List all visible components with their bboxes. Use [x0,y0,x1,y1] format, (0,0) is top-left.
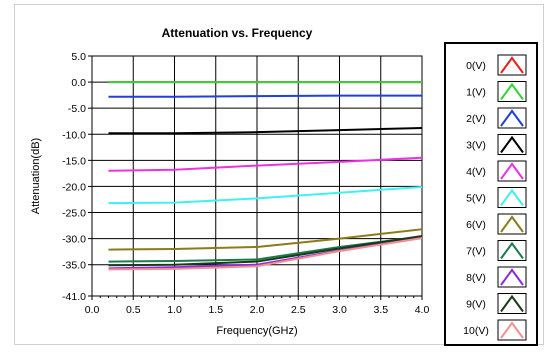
y-tick-label: -5.0 [68,103,86,115]
legend-swatch-box [497,266,527,288]
legend-label: 0(V) [466,60,486,72]
legend-label: 5(V) [466,193,486,205]
y-tick-label: -25.0 [62,208,86,220]
series-group [108,81,423,271]
legend-swatch-line [500,241,524,260]
legend-label: 2(V) [466,113,486,125]
legend-swatch-line [500,268,524,286]
series-line-9v [108,235,423,267]
legend-swatch-box [497,187,527,208]
legend-label: 4(V) [466,166,486,178]
x-axis-label: Frequency(GHz) [216,325,297,337]
y-tick-label: -41.0 [62,291,86,303]
attenuation-chart: Attenuation vs. Frequency 0.0 0.5 1.0 1.5 2.… [30,26,538,346]
y-tick-label: -10.0 [62,129,86,141]
y-tick-label: -15.0 [62,155,86,167]
legend-swatch-box [497,107,527,129]
legend-swatch-box [497,240,527,261]
legend-swatch-box [497,319,527,341]
legend-swatch-line [500,321,524,339]
y-axis-ticks: 5.0 0.0 -5.0 -10.0 -15.0 -20.0 -25.0 -30.0 -35.0… [62,51,92,303]
grid-lines [92,56,422,296]
legend-label: 9(V) [466,299,486,311]
x-axis-ticks: 0.0 0.5 1.0 1.5 2.0 2.5 3.0 3.5 4.0 [85,296,430,316]
series-line-4v [108,156,423,172]
x-tick-label: 1.5 [208,304,223,316]
legend-swatch-box [497,160,527,182]
legend: 0(V) 1(V) 2(V) 3(V) 4(V) 5(V) 6(V) 7(V) 8(V) 9(V)… [463,54,527,341]
x-tick-label: 0.5 [126,304,141,316]
legend-swatch-box [497,54,527,76]
x-tick-label: 4.0 [415,304,430,316]
y-tick-label: -30.0 [62,234,86,246]
series-line-6v [108,228,423,251]
x-tick-label: 3.0 [332,304,347,316]
legend-swatch-line [500,109,524,127]
legend-label: 3(V) [466,140,486,152]
series-line-2v [108,94,422,98]
x-tick-label: 3.5 [373,304,388,316]
legend-label: 1(V) [466,87,486,99]
x-tick-label: 0.0 [85,304,100,316]
legend-label: 7(V) [466,246,486,258]
chart-frame: Attenuation vs. Frequency 0.0 0.5 1.0 1.5 2.… [14,4,544,346]
y-tick-label: 5.0 [71,51,86,63]
legend-swatch-box [497,213,527,235]
series-line-5v [108,185,423,205]
y-tick-label: 0.0 [71,77,86,89]
series-line-3v [108,127,423,135]
legend-swatch-line [500,82,524,101]
x-tick-label: 2.0 [250,304,265,316]
legend-swatch-box [497,293,527,314]
legend-swatch-box [497,134,527,155]
legend-swatch-line [500,188,524,207]
y-tick-label: -35.0 [62,260,86,272]
legend-label: 10(V) [463,325,489,337]
legend-label: 8(V) [466,272,486,284]
y-axis-label: Attenuation(dB) [30,138,42,214]
legend-swatch-line [500,294,524,313]
series-line-10v [108,237,423,271]
legend-swatch-line [500,215,524,233]
y-tick-label: -20.0 [62,181,86,193]
legend-label: 6(V) [466,219,486,231]
legend-swatch-line [500,135,524,154]
x-tick-label: 2.5 [291,304,306,316]
legend-swatch-box [497,81,527,102]
x-tick-label: 1.0 [167,304,182,316]
chart-title: Attenuation vs. Frequency [162,26,313,40]
legend-swatch-line [500,56,524,74]
legend-swatch-line [500,162,524,180]
